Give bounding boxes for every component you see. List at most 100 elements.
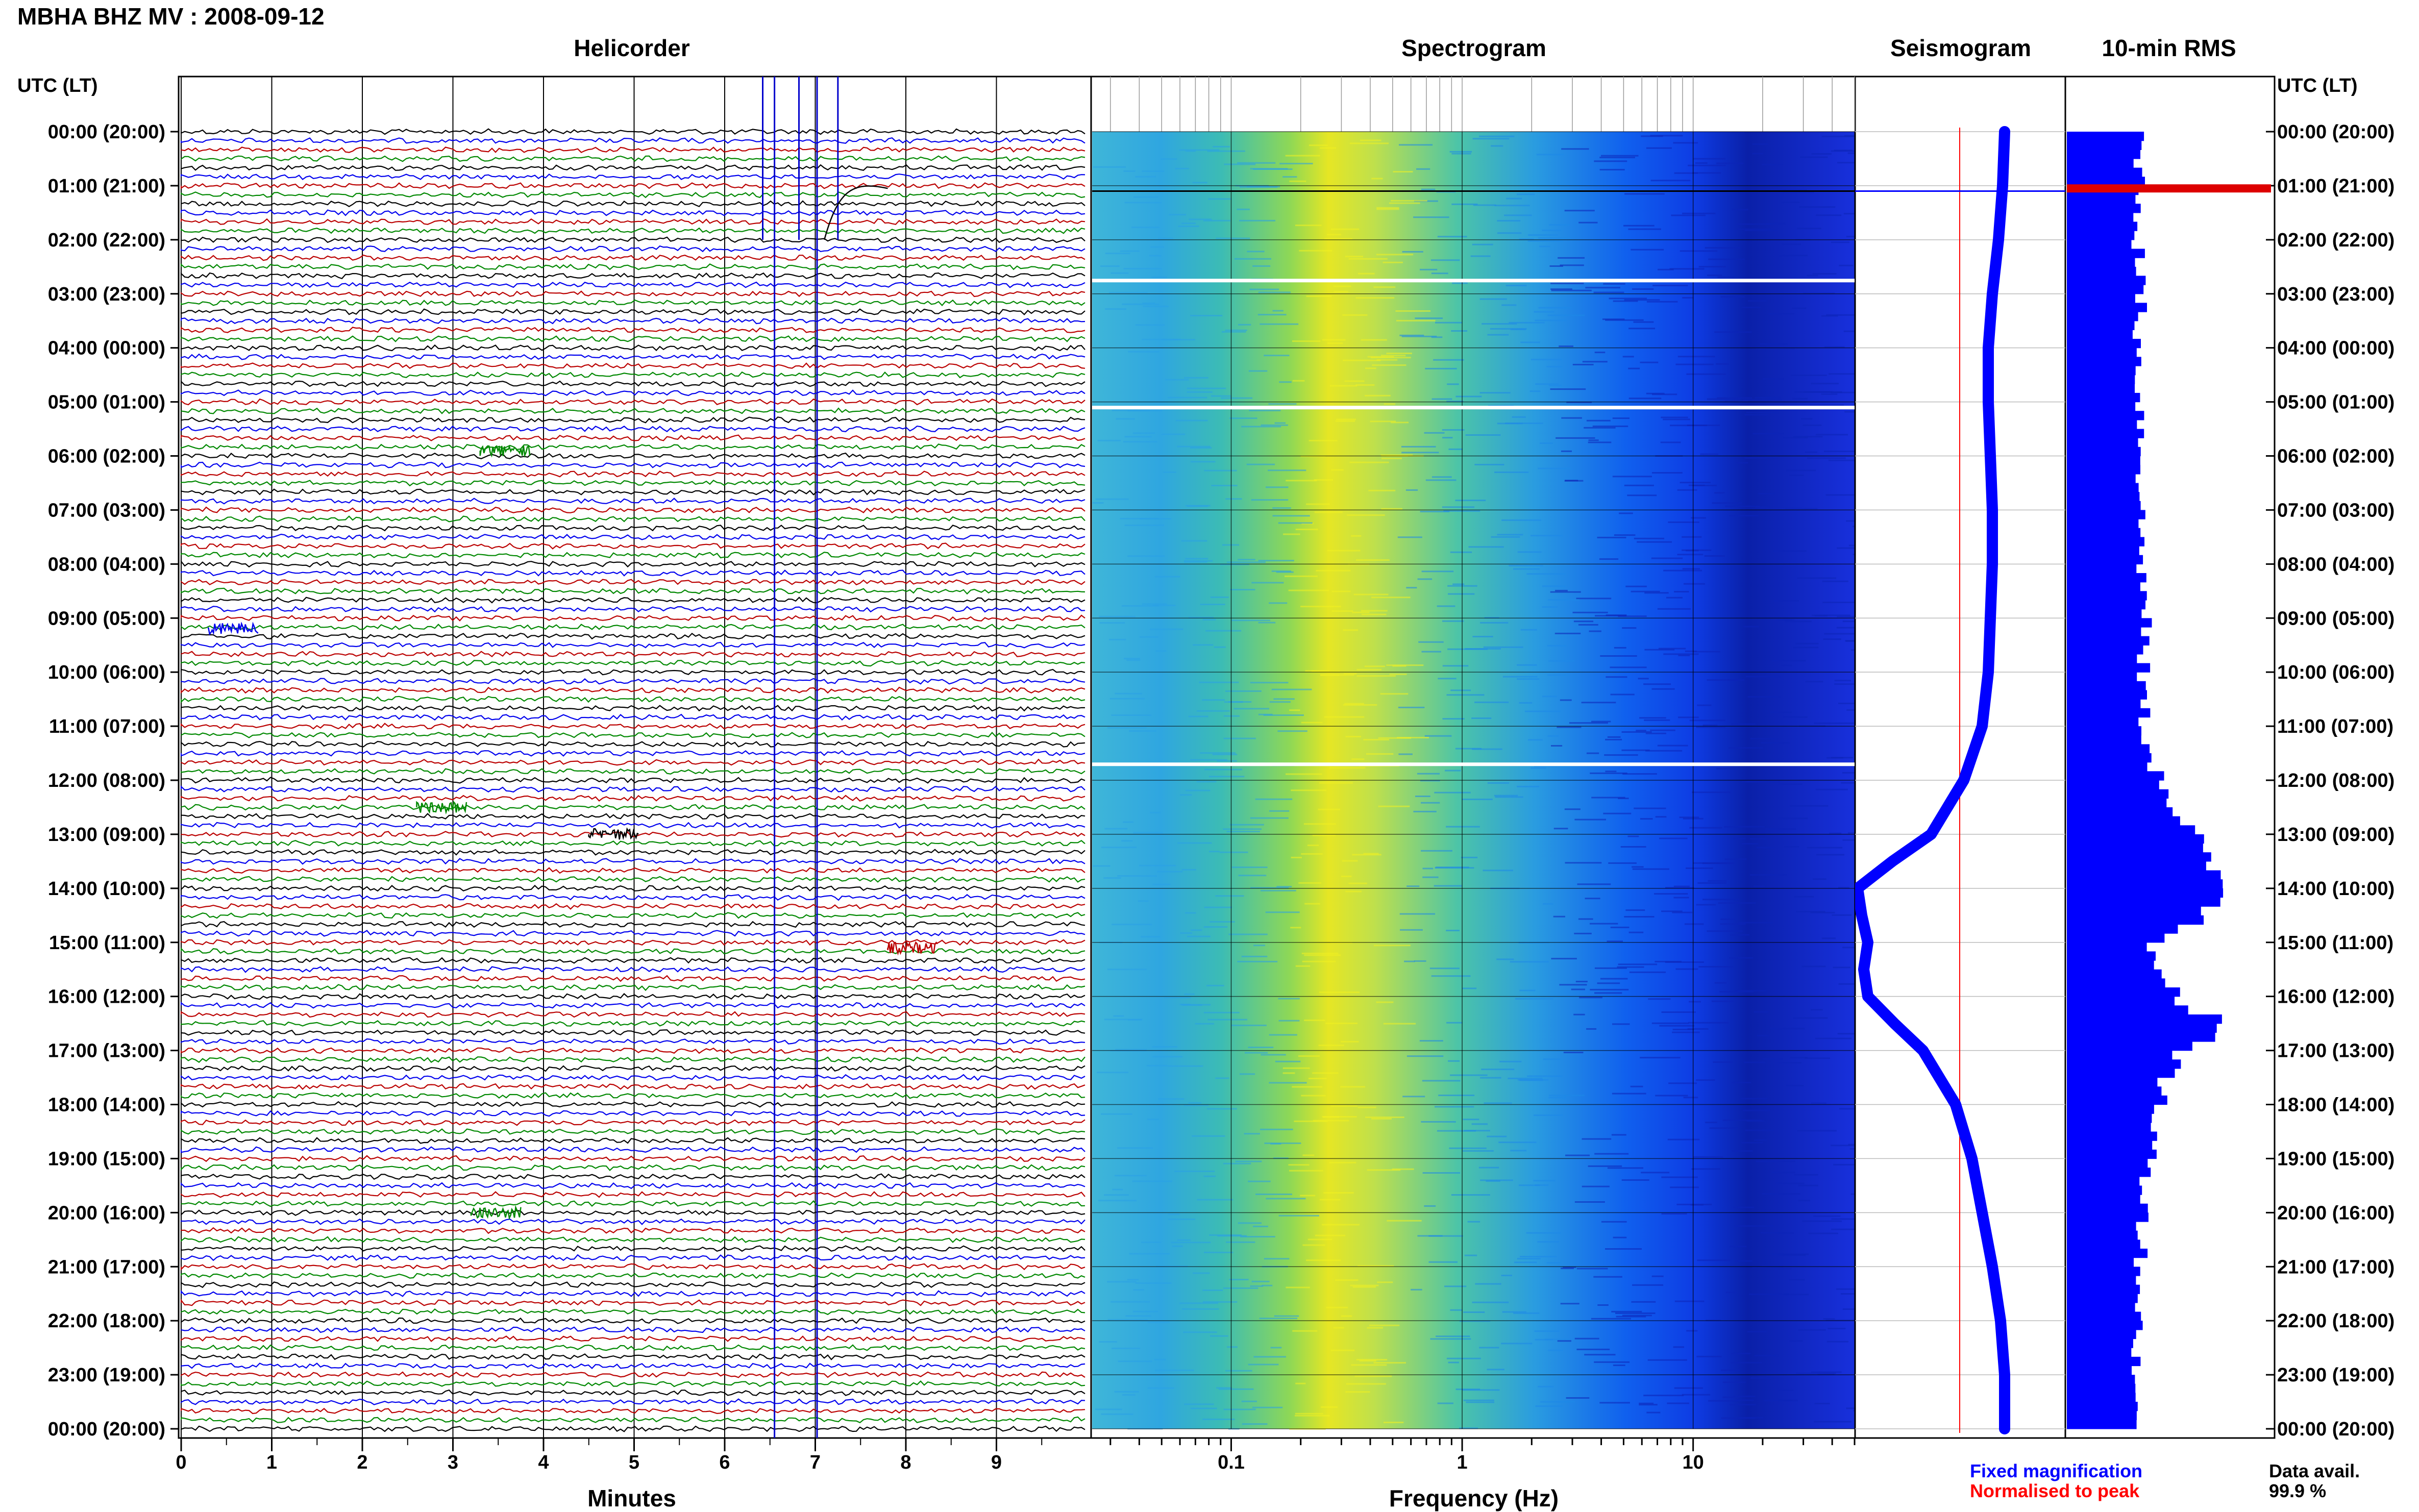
spectrogram-speckle (1306, 1259, 1341, 1261)
spectrogram-speckle (1099, 615, 1136, 617)
spectrogram-speckle (1111, 714, 1152, 716)
spectrogram-speckle (1674, 1300, 1705, 1302)
spectrogram-speckle (1607, 1167, 1643, 1169)
spectrogram-speckle (1675, 968, 1698, 970)
spectrogram-speckle (1215, 895, 1244, 897)
helicorder-trace (180, 1146, 1085, 1153)
spectrogram-speckle (1147, 1387, 1174, 1389)
spectrogram-speckle (1546, 366, 1563, 367)
spectrogram-speckle (1721, 1369, 1740, 1371)
spectrogram-speckle (1258, 560, 1294, 562)
spectrogram-speckle (1462, 799, 1493, 800)
spectrogram-speckle (1560, 1303, 1579, 1305)
rms-bar (2067, 1086, 2162, 1096)
spectrogram-speckle (1501, 1275, 1512, 1276)
spectrogram-speckle (1450, 551, 1472, 553)
spectrogram-speckle (1758, 492, 1775, 494)
spectrogram-speckle (1319, 147, 1337, 149)
spectrogram-speckle (1424, 735, 1452, 737)
rms-bar (2067, 366, 2136, 376)
spectrogram-speckle (1190, 759, 1227, 761)
spectrogram-speckle (1184, 377, 1208, 379)
spectrogram-speckle (1384, 403, 1396, 405)
spectrogram-speckle (1753, 885, 1765, 887)
spectrogram-speckle (1353, 593, 1389, 596)
spectrogram-speckle (1831, 241, 1849, 243)
spectrogram-speckle (1749, 838, 1767, 840)
spectrogram-speckle (1193, 644, 1214, 646)
spectrogram-speckle (1103, 877, 1121, 879)
spectrogram-speckle (1389, 202, 1420, 204)
spectrogram-speckle (1745, 1129, 1774, 1131)
helicorder-trace (180, 552, 1085, 559)
right-tick-label: 11:00 (07:00) (2277, 716, 2393, 737)
spectrogram-speckle (1354, 1375, 1392, 1377)
spectrogram-speckle (1793, 436, 1823, 438)
spectrogram-speckle (1535, 319, 1567, 321)
spectrogram-speckle (1115, 1175, 1147, 1177)
spectrogram-speckle (1463, 1150, 1494, 1152)
legend-fixed: Fixed magnification (1970, 1460, 2142, 1481)
rms-bar (2067, 879, 2223, 889)
spectrogram-speckle (1327, 234, 1342, 236)
spectrogram-speckle (1646, 301, 1678, 303)
seismogram-title: Seismogram (1890, 35, 2031, 61)
spectrogram-speckle (1252, 1406, 1283, 1408)
spectrogram-speckle (1752, 143, 1768, 145)
spectrogram-speckle (1816, 854, 1844, 856)
spectrogram-speckle (1730, 1246, 1747, 1248)
spectrogram-speckle (1358, 272, 1375, 275)
spectrogram-speckle (1331, 610, 1353, 612)
spectrogram-speckle (1620, 846, 1646, 848)
spectrogram-speckle (1288, 1164, 1310, 1166)
spectrogram-speckle (1222, 544, 1239, 546)
spectrogram-speckle (1838, 983, 1867, 985)
spectrogram-speckle (1461, 856, 1478, 858)
spectrogram-speckle (1239, 219, 1276, 221)
spectrogram-speckle (1684, 923, 1704, 925)
spectrogram-speckle (1483, 646, 1523, 648)
spectrogram-speckle (1707, 679, 1745, 681)
spectrogram-speckle (1373, 1362, 1406, 1364)
spectrogram-speckle (1367, 356, 1394, 358)
spectrogram-speckle (1301, 1095, 1326, 1097)
spectrogram-speckle (1251, 582, 1284, 584)
spectrogram-speckle (1187, 935, 1211, 937)
spectrogram-speckle (1535, 1184, 1549, 1186)
spectrogram-speckle (1329, 767, 1366, 769)
spectrogram-speckle (1290, 927, 1301, 929)
spectrogram-speckle (1569, 722, 1608, 724)
spectrogram-speckle (1223, 1408, 1256, 1410)
spectrogram-speckle (1264, 355, 1290, 357)
spectrogram-speckle (1612, 417, 1630, 419)
spectrogram-speckle (1599, 558, 1619, 560)
spectrogram-speckle (1613, 1236, 1627, 1238)
spectrogram-speckle (1682, 212, 1716, 214)
spectrogram-speckle (1682, 1394, 1711, 1396)
spectrogram-speckle (1712, 502, 1742, 504)
spectrogram-speckle (1590, 988, 1629, 990)
spectrogram-speckle (1803, 292, 1835, 294)
rms-bar (2067, 483, 2139, 492)
spectrogram-speckle (1772, 1172, 1795, 1174)
rms-bar (2067, 699, 2141, 709)
spectrogram-speckle (1494, 205, 1530, 207)
left-tick-label: 16:00 (12:00) (48, 986, 165, 1008)
spectrogram-speckle (1101, 1413, 1133, 1415)
right-tick-label: 22:00 (18:00) (2277, 1310, 2395, 1332)
spectrogram-speckle (1497, 423, 1523, 425)
spectrogram-speckle (1546, 1262, 1561, 1264)
spectrogram-speckle (1550, 591, 1581, 593)
spectrogram-speckle (1396, 319, 1436, 321)
spectrogram-speckle (1628, 398, 1662, 400)
spectrogram-speckle (1618, 615, 1647, 617)
spectrogram-speckle (1183, 560, 1213, 562)
spectrogram-speckle (1808, 1232, 1838, 1234)
spectrogram-speckle (1286, 1286, 1310, 1288)
spectrogram-speckle (1474, 464, 1504, 465)
spectrogram-speckle (1744, 229, 1778, 231)
helicorder-trace (180, 317, 1085, 325)
spectrogram-speckle (1475, 1283, 1501, 1285)
helicorder-trace (180, 750, 1085, 757)
